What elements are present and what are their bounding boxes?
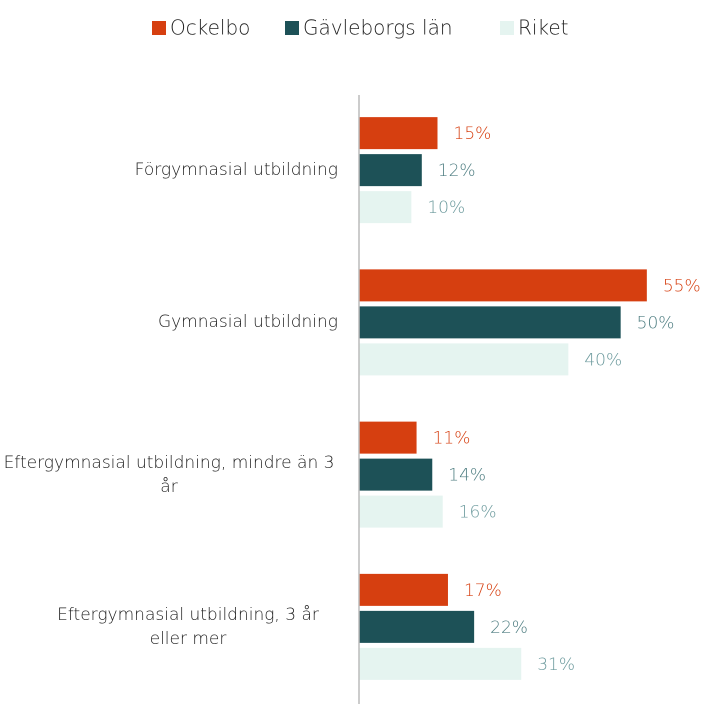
legend-label: Gävleborgs län [303, 16, 453, 40]
bar [359, 117, 438, 150]
data-label: 22% [490, 618, 528, 638]
data-label: 17% [464, 581, 502, 601]
bar [359, 495, 443, 528]
category-label: Gymnasial utbildning [157, 312, 338, 333]
data-label: 55% [663, 276, 701, 296]
category-label: Förgymnasial utbildning [134, 160, 338, 181]
data-label: 10% [427, 198, 465, 218]
bar [359, 269, 647, 302]
category-label: Eftergymnasial utbildning, 3 år eller me… [57, 604, 319, 649]
data-label: 14% [448, 466, 486, 486]
bar [359, 191, 412, 224]
bar [359, 647, 522, 680]
data-label: 16% [459, 503, 497, 523]
bar [359, 343, 569, 376]
legend-label: Riket [518, 16, 568, 40]
category-label-box: Eftergymnasial utbildning, 3 år eller me… [0, 577, 338, 677]
bar [359, 610, 475, 643]
bar [359, 306, 621, 339]
bar [359, 421, 417, 454]
bar [359, 458, 433, 491]
legend-swatch [500, 21, 514, 35]
legend-swatch [152, 21, 166, 35]
data-label: 31% [537, 655, 575, 675]
data-label: 40% [584, 350, 622, 370]
data-label: 11% [433, 429, 471, 449]
data-label: 50% [637, 313, 675, 333]
category-label: Eftergymnasial utbildning, mindre än 3 å… [3, 452, 335, 497]
bar [359, 573, 448, 606]
category-label-box: Gymnasial utbildning [0, 272, 338, 372]
category-label-box: Eftergymnasial utbildning, mindre än 3 å… [0, 425, 338, 525]
bar [359, 154, 422, 187]
legend-label: Ockelbo [170, 16, 250, 40]
data-label: 15% [454, 124, 492, 144]
category-label-box: Förgymnasial utbildning [0, 120, 338, 220]
legend-swatch [285, 21, 299, 35]
data-label: 12% [438, 161, 476, 181]
